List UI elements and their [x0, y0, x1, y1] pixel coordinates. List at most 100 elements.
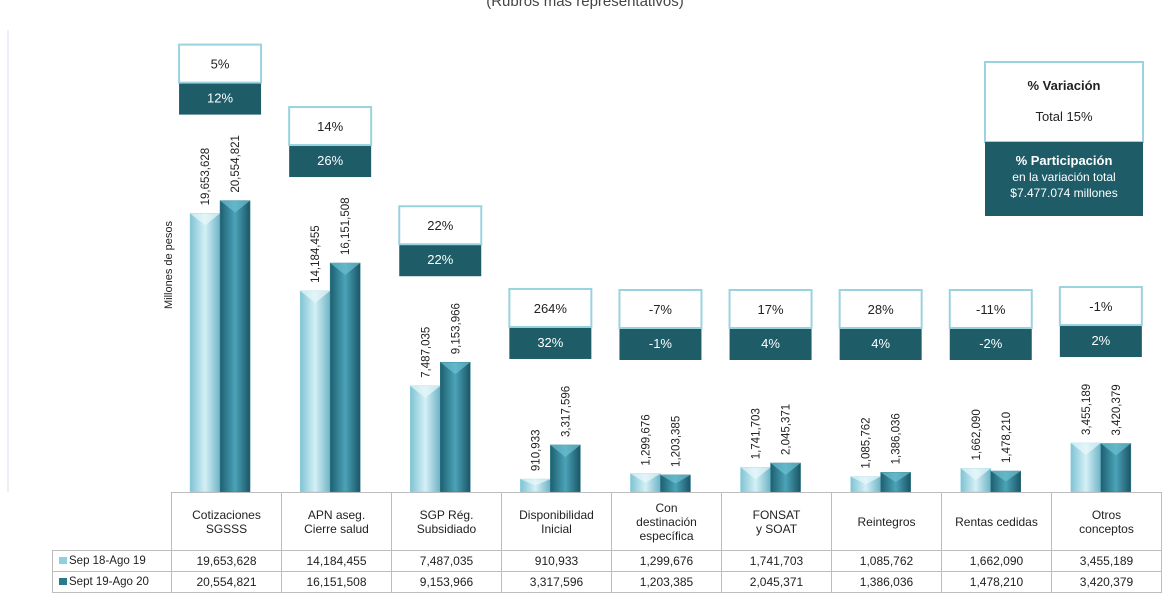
category-cell: Rentas cedidas	[941, 492, 1052, 551]
value-cell: 1,478,210	[941, 571, 1052, 593]
value-cell: 14,184,455	[281, 550, 392, 572]
legend-participation-line: en la variación total	[1012, 170, 1115, 184]
participation-box	[399, 244, 482, 277]
data-label: 2,045,371	[781, 404, 793, 455]
bar-cap	[660, 474, 691, 484]
bar-cap	[520, 479, 551, 486]
data-label: 14,184,455	[310, 225, 322, 283]
value-cell: 910,933	[501, 550, 612, 572]
participation-box	[289, 145, 372, 178]
value-cell: 1,085,762	[831, 550, 942, 572]
variation-label: -11%	[976, 302, 1006, 317]
variation-box	[838, 289, 923, 329]
variation-label: 28%	[868, 302, 894, 317]
data-label: 1,299,676	[640, 414, 652, 465]
participation-box	[729, 328, 812, 360]
participation-box	[509, 326, 592, 359]
participation-label: 4%	[871, 336, 890, 351]
value-cell: 7,487,035	[391, 550, 502, 572]
variation-box	[398, 205, 483, 246]
value-cell: 19,653,628	[171, 550, 282, 572]
value-cell: 1,741,703	[721, 550, 832, 572]
value-cell: 3,317,596	[501, 571, 612, 593]
data-label: 3,317,596	[560, 386, 572, 437]
value-cell: 16,151,508	[281, 571, 392, 593]
bar-cap	[880, 472, 911, 483]
data-label: 910,933	[530, 430, 542, 472]
value-cell: 1,386,036	[831, 571, 942, 593]
variation-box	[288, 106, 373, 147]
participation-label: -2%	[979, 336, 1003, 351]
bar-cap	[960, 468, 991, 481]
data-label: 1,741,703	[751, 408, 763, 459]
participation-label: 4%	[761, 336, 780, 351]
participation-label: 26%	[317, 153, 343, 168]
chart: (Rubros más representativos) Millones de…	[7, 0, 1144, 492]
bar-cap	[440, 362, 471, 375]
bar	[299, 290, 331, 492]
legend-cell: Sept 19-Ago 20	[52, 571, 172, 593]
value-cell: 1,299,676	[611, 550, 722, 572]
bar-cap	[410, 385, 441, 398]
bar-cap	[220, 200, 251, 213]
legend-participation-line: $7.477.074 millones	[1010, 186, 1117, 200]
participation-box	[839, 328, 922, 360]
bar-cap	[990, 471, 1021, 482]
y-axis-label: Millones de pesos	[163, 220, 175, 309]
value-cell: 3,455,189	[1051, 550, 1162, 572]
table-row: Sep 18-Ago 19 19,653,628 14,184,455 7,487,0…	[52, 550, 1162, 572]
bar-cap	[330, 263, 361, 276]
data-label: 1,203,385	[670, 416, 682, 467]
value-cell: 20,554,821	[171, 571, 282, 593]
category-cell: SGP Rég. Subsidiado	[391, 492, 502, 551]
bar-cap	[630, 473, 661, 483]
variation-label: 264%	[534, 301, 568, 316]
category-cell: FONSAT y SOAT	[721, 492, 832, 551]
data-label: 1,662,090	[971, 409, 983, 460]
value-cell: 1,662,090	[941, 550, 1052, 572]
category-cell: Con destinación específica	[611, 492, 722, 551]
data-label: 3,455,189	[1081, 384, 1093, 435]
variation-box	[1058, 286, 1143, 327]
participation-box	[1059, 325, 1142, 358]
data-label: 1,386,036	[891, 413, 903, 464]
bar-cap	[850, 476, 881, 485]
legend-cell: Sep 18-Ago 19	[52, 550, 172, 572]
value-cell: 2,045,371	[721, 571, 832, 593]
bar	[219, 200, 251, 492]
variation-label: 5%	[211, 57, 230, 72]
category-cell: Disponibilidad Inicial	[501, 492, 612, 551]
bar	[440, 361, 471, 492]
variation-label: -1%	[1089, 299, 1113, 314]
category-cell: APN aseg. Cierre salud	[281, 492, 392, 551]
variation-label: 22%	[427, 218, 453, 233]
participation-box	[619, 328, 702, 360]
bar-cap	[1070, 443, 1101, 456]
data-label: 20,554,821	[230, 135, 242, 193]
variation-box	[508, 287, 593, 328]
bar	[189, 213, 221, 492]
bar-cap	[550, 444, 581, 457]
data-table: Cotizaciones SGSSS APN aseg. Cierre salud…	[52, 492, 1162, 593]
data-label: 7,487,035	[420, 327, 432, 378]
participation-label: 12%	[207, 91, 233, 106]
legend-label: Sep 18-Ago 19	[69, 555, 146, 567]
category-cell: Cotizaciones SGSSS	[171, 492, 282, 551]
participation-label: -1%	[649, 336, 673, 351]
legend-variation-box	[984, 61, 1144, 143]
legend-label: Sept 19-Ago 20	[69, 576, 149, 588]
value-cell: 1,203,385	[611, 571, 722, 593]
data-label: 16,151,508	[340, 197, 352, 255]
category-cell: Reintegros	[831, 492, 942, 551]
variation-label: 17%	[758, 302, 784, 317]
bar-cap	[300, 290, 331, 303]
variation-label: -7%	[649, 302, 673, 317]
legend-swatch	[59, 557, 67, 564]
legend-participation-box	[985, 142, 1143, 216]
legend-participation-title: % Participación	[1016, 153, 1113, 168]
bar	[410, 385, 441, 492]
bar-cap	[190, 213, 221, 226]
bar-cap	[740, 467, 771, 480]
variation-box	[618, 289, 703, 329]
